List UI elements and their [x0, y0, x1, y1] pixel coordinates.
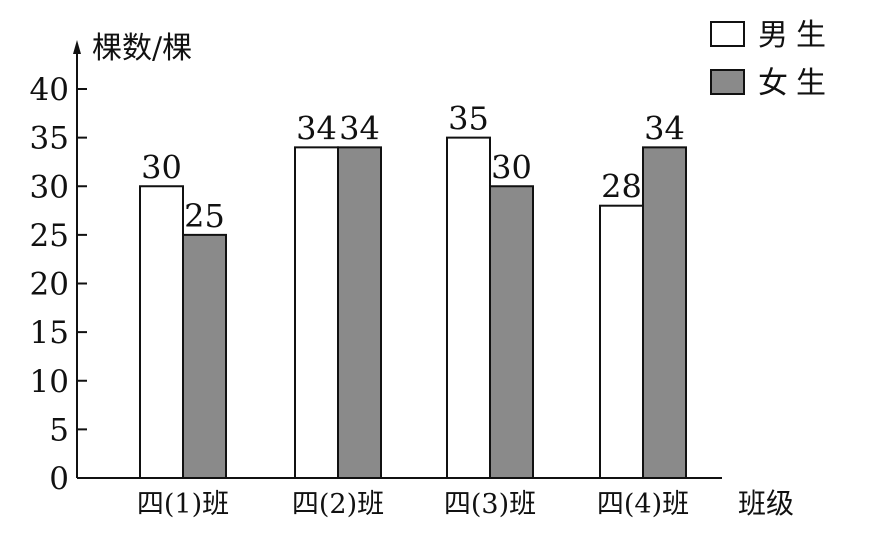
y-tick-label: 15 — [30, 315, 69, 351]
bar-girls — [642, 146, 687, 479]
legend-label: 女生 — [758, 66, 834, 101]
y-axis-arrow — [73, 40, 81, 54]
bar-boys — [139, 185, 184, 479]
y-tick-label: 35 — [30, 121, 69, 157]
data-label: 34 — [339, 109, 380, 147]
bar-boys — [599, 204, 644, 479]
bar-boys — [446, 136, 491, 479]
data-label: 30 — [141, 148, 182, 186]
x-tick-label: 四(4)班 — [597, 489, 689, 520]
y-tick-label: 10 — [30, 364, 69, 400]
bar-girls — [337, 146, 382, 479]
data-label: 30 — [491, 148, 532, 186]
y-tick-label: 0 — [49, 461, 69, 497]
x-tick-label: 四(3)班 — [444, 489, 536, 520]
y-tick-label: 5 — [49, 412, 69, 448]
y-tick-label: 25 — [30, 218, 69, 254]
data-label: 34 — [296, 109, 337, 147]
y-tick-label: 30 — [30, 169, 69, 205]
data-label: 25 — [184, 197, 225, 235]
legend-swatch — [710, 69, 745, 95]
bar-girls — [182, 233, 227, 479]
y-tick-label: 20 — [30, 267, 69, 303]
x-tick-label: 四(2)班 — [292, 489, 384, 520]
x-tick-label: 四(1)班 — [137, 489, 229, 520]
legend-swatch — [710, 21, 745, 47]
data-label: 34 — [644, 109, 685, 147]
legend-label: 男生 — [758, 18, 834, 53]
bar-girls — [489, 185, 534, 479]
data-label: 35 — [448, 100, 489, 138]
y-tick-label: 40 — [30, 72, 69, 108]
bar-boys — [294, 146, 339, 479]
x-axis-label: 班级 — [738, 487, 794, 520]
y-axis-label: 棵数/棵 — [92, 31, 192, 66]
data-label: 28 — [601, 168, 642, 206]
